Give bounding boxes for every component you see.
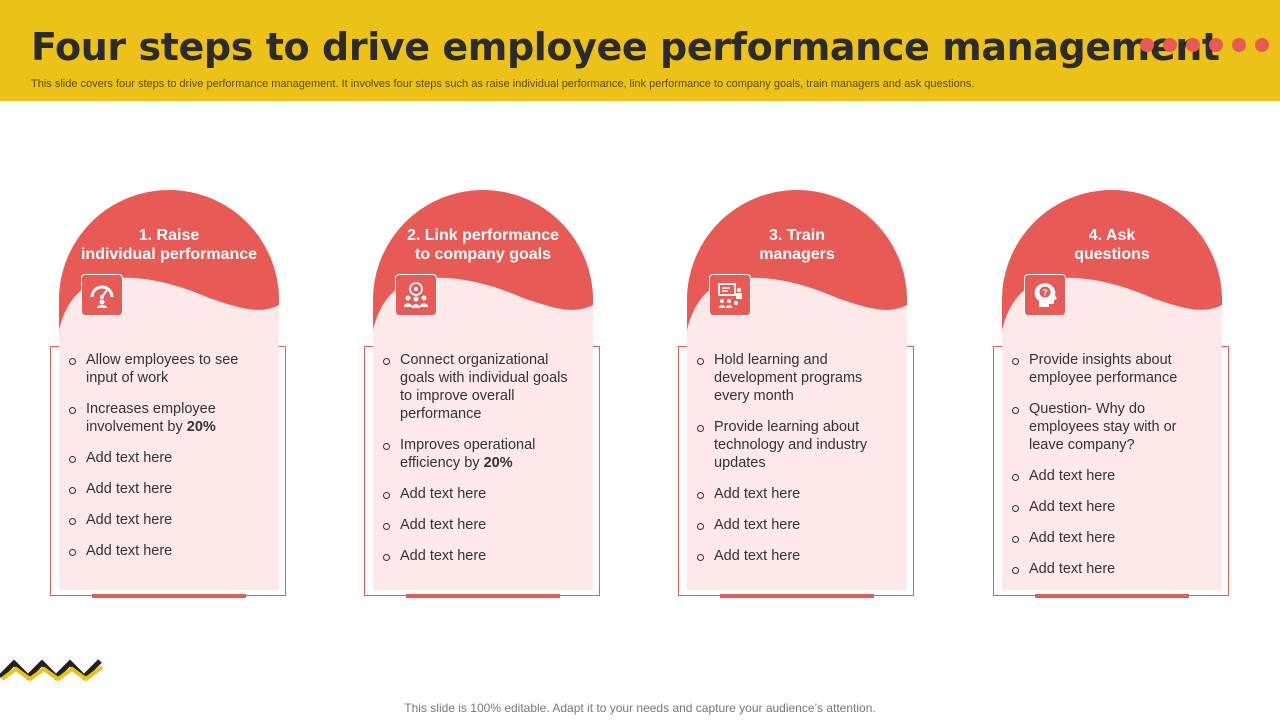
dot-icon bbox=[1140, 38, 1154, 52]
card-header-wave bbox=[373, 190, 593, 330]
list-item: Hold learning and development programs e… bbox=[696, 351, 896, 405]
card-underline bbox=[92, 594, 246, 598]
gauge-performance-icon bbox=[81, 274, 123, 316]
card-underline bbox=[1035, 594, 1189, 598]
list-item: Add text here bbox=[382, 516, 582, 534]
footer-note: This slide is 100% editable. Adapt it to… bbox=[404, 701, 876, 715]
step-card-link-goals: 2. Link performance to company goals Con… bbox=[364, 190, 604, 600]
list-item: Add text here bbox=[68, 542, 268, 560]
card-title-line2: questions bbox=[1074, 246, 1150, 263]
bullet-list: Connect organizational goals with indivi… bbox=[382, 351, 582, 578]
head-question-icon: ? bbox=[1024, 274, 1066, 316]
card-title-line1: 2. Link performance bbox=[406, 227, 560, 244]
list-item: Add text here bbox=[696, 516, 896, 534]
dot-icon bbox=[1232, 38, 1246, 52]
list-item: Provide insights about employee performa… bbox=[1011, 351, 1211, 387]
bullet-list: Hold learning and development programs e… bbox=[696, 351, 896, 578]
svg-text:?: ? bbox=[1042, 288, 1048, 298]
page-subtitle: This slide covers four steps to drive pe… bbox=[31, 78, 975, 90]
card-title-line2: managers bbox=[759, 246, 835, 263]
card-title-line2: to company goals bbox=[414, 246, 552, 263]
list-item: Add text here bbox=[382, 485, 582, 503]
list-item: Add text here bbox=[68, 449, 268, 467]
list-item: Connect organizational goals with indivi… bbox=[382, 351, 582, 423]
zigzag-icon bbox=[0, 659, 104, 681]
card-title-line1: 4. Ask bbox=[1088, 227, 1136, 244]
step-card-raise-performance: 1. Raise individual performance Allow em… bbox=[50, 190, 290, 600]
list-item: Add text here bbox=[1011, 467, 1211, 485]
card-body: 3. Train managers Hold learning and deve… bbox=[687, 190, 907, 590]
card-body: 4. Ask questions ? Provide insights abou… bbox=[1002, 190, 1222, 590]
step-card-ask-questions: 4. Ask questions ? Provide insights abou… bbox=[993, 190, 1233, 600]
list-item: Add text here bbox=[382, 547, 582, 565]
dot-icon bbox=[1163, 38, 1177, 52]
card-header-wave bbox=[59, 190, 279, 330]
card-title-line1: 3. Train bbox=[768, 227, 826, 244]
team-goals-icon bbox=[395, 274, 437, 316]
list-item: Allow employees to see input of work bbox=[68, 351, 268, 387]
card-title: 1. Raise individual performance bbox=[59, 226, 279, 264]
decorative-dots bbox=[1140, 38, 1269, 52]
bullet-list: Provide insights about employee performa… bbox=[1011, 351, 1211, 590]
dot-icon bbox=[1186, 38, 1200, 52]
card-underline bbox=[720, 594, 874, 598]
card-body: 2. Link performance to company goals Con… bbox=[373, 190, 593, 590]
list-item: Provide learning about technology and in… bbox=[696, 418, 896, 472]
card-title: 2. Link performance to company goals bbox=[373, 226, 593, 264]
list-item: Add text here bbox=[696, 485, 896, 503]
card-title-line1: 1. Raise bbox=[138, 227, 200, 244]
list-item: Improves operational efficiency by 20% bbox=[382, 436, 582, 472]
list-item: Increases employee involvement by 20% bbox=[68, 400, 268, 436]
page-title: Four steps to drive employee performance… bbox=[31, 25, 1220, 69]
dot-icon bbox=[1255, 38, 1269, 52]
dot-icon bbox=[1209, 38, 1223, 52]
list-item: Add text here bbox=[1011, 560, 1211, 578]
presentation-training-icon bbox=[709, 274, 751, 316]
card-header-wave bbox=[687, 190, 907, 330]
card-underline bbox=[406, 594, 560, 598]
list-item: Add text here bbox=[68, 480, 268, 498]
header-bar: Four steps to drive employee performance… bbox=[0, 0, 1280, 101]
list-item: Add text here bbox=[696, 547, 896, 565]
list-item: Question- Why do employees stay with or … bbox=[1011, 400, 1211, 454]
card-header-wave bbox=[1002, 190, 1222, 330]
card-title: 4. Ask questions bbox=[1002, 226, 1222, 264]
list-item: Add text here bbox=[68, 511, 268, 529]
card-title-line2: individual performance bbox=[80, 246, 258, 263]
card-title: 3. Train managers bbox=[687, 226, 907, 264]
step-card-train-managers: 3. Train managers Hold learning and deve… bbox=[678, 190, 918, 600]
card-body: 1. Raise individual performance Allow em… bbox=[59, 190, 279, 590]
list-item: Add text here bbox=[1011, 498, 1211, 516]
list-item: Add text here bbox=[1011, 529, 1211, 547]
bullet-list: Allow employees to see input of work Inc… bbox=[68, 351, 268, 573]
